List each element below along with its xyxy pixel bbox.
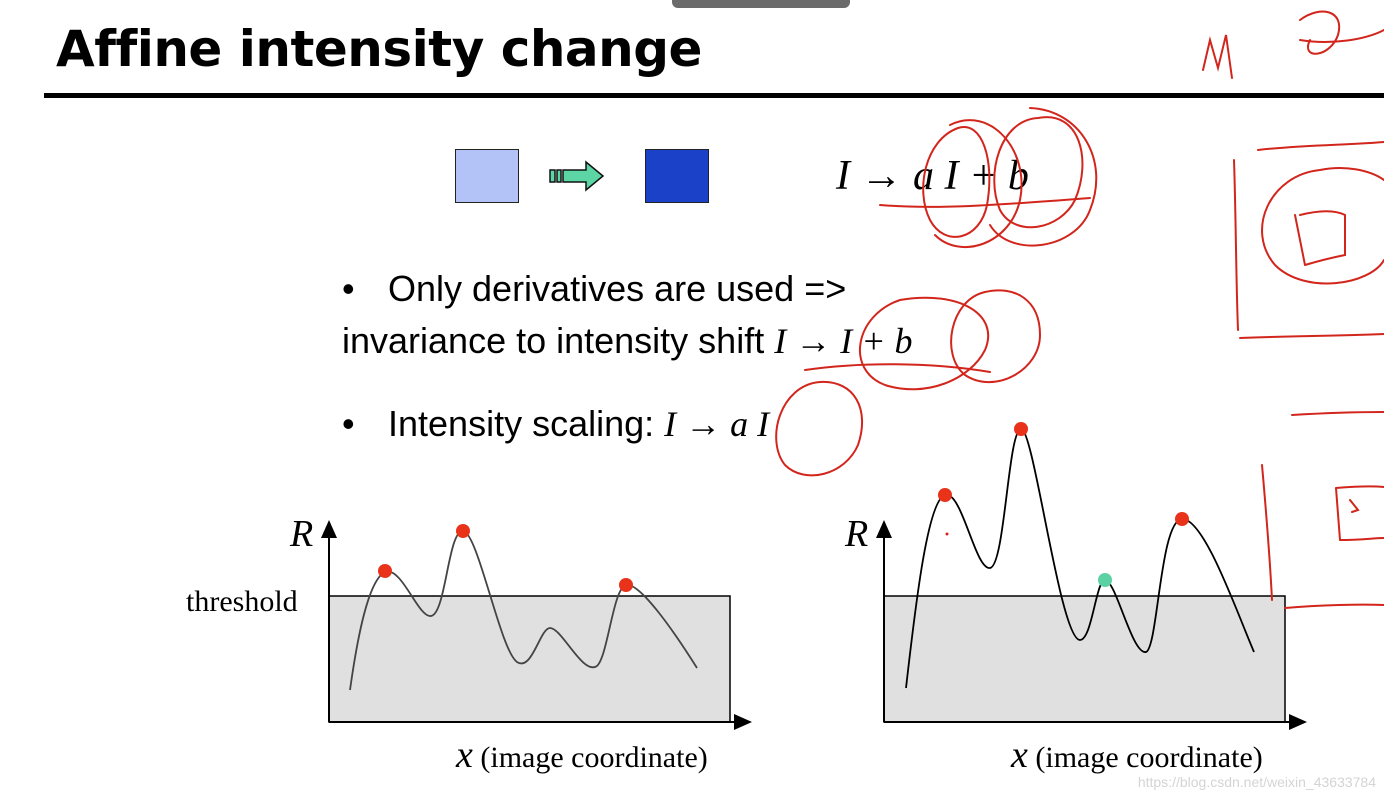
shift-formula: I → I + b <box>774 321 913 361</box>
left-x-math: x <box>456 734 473 776</box>
title-underline <box>44 93 1384 98</box>
right-peak-marker-1 <box>938 488 952 502</box>
right-threshold-region <box>883 595 1286 723</box>
bullet-derivatives-line1: Only derivatives are used => <box>388 268 847 309</box>
threshold-label: threshold <box>186 585 298 618</box>
left-plot-y-label: R <box>290 513 314 555</box>
left-x-text: (image coordinate) <box>472 741 708 774</box>
ink-circle-a <box>922 125 991 238</box>
ink-circle-b <box>993 116 1084 229</box>
right-peak-marker-3 <box>1175 512 1189 526</box>
left-peak-marker-3 <box>619 578 633 592</box>
light-intensity-square <box>455 149 519 203</box>
right-response-curve <box>905 428 1255 689</box>
handwritten-annotations <box>775 10 1384 609</box>
left-peak-marker-2 <box>456 524 470 538</box>
right-arrow-icon <box>549 160 605 192</box>
ink-box-frame <box>1233 141 1384 339</box>
right-x-math: x <box>1011 734 1028 776</box>
ink-line-lower <box>1261 411 1384 609</box>
scaling-formula: I → a I <box>664 404 770 444</box>
ink-small-box <box>1335 485 1384 541</box>
bullet-derivatives-line2: invariance to intensity shift I → I + b <box>342 320 913 362</box>
ink-circle-a-outer <box>934 119 1023 249</box>
dark-intensity-square <box>645 149 709 203</box>
ink-circle-shift-b <box>950 289 1042 384</box>
bullet-marker: • <box>342 268 355 309</box>
bullet-derivatives: • Only derivatives are used => <box>342 268 846 310</box>
bullet-derivatives-line2-text: invariance to intensity shift <box>342 320 775 361</box>
right-new-peak-marker <box>1098 573 1112 587</box>
bullet-scaling-text: Intensity scaling: <box>388 403 665 444</box>
ink-circle-scaling <box>775 380 863 477</box>
slide-title: Affine intensity change <box>56 20 702 78</box>
ink-circle-shift <box>859 296 990 391</box>
right-peak-marker-2 <box>1014 422 1028 436</box>
ink-underline <box>879 197 1091 208</box>
left-response-curve <box>349 530 698 691</box>
right-x-text: (image coordinate) <box>1027 741 1263 774</box>
right-plot-y-label: R <box>845 513 869 555</box>
right-plot-x-label: x (image coordinate) <box>1011 733 1263 777</box>
ink-underline-shift <box>804 363 991 373</box>
ink-inner-circle <box>1261 167 1384 285</box>
left-peak-marker-1 <box>378 564 392 578</box>
right-response-plot <box>876 422 1307 730</box>
window-tab-handle <box>672 0 850 8</box>
ink-scribble-top <box>1202 10 1384 79</box>
bullet-marker: • <box>342 403 355 444</box>
ink-dot <box>945 532 949 536</box>
bullet-scaling: • Intensity scaling: I → a I <box>342 403 769 445</box>
watermark-text: https://blog.csdn.net/weixin_43633784 <box>1137 774 1376 790</box>
ink-circle-b-outer <box>989 107 1098 247</box>
left-plot-x-label: x (image coordinate) <box>456 733 708 777</box>
left-response-plot <box>321 520 752 730</box>
ink-inner-square <box>1294 210 1346 266</box>
